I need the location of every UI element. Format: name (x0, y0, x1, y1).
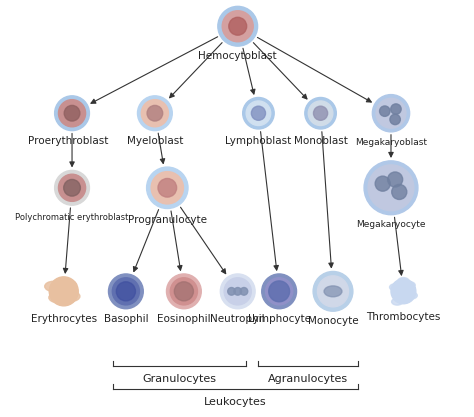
Ellipse shape (392, 298, 403, 305)
Text: Myeloblast: Myeloblast (127, 136, 183, 146)
Circle shape (146, 167, 188, 208)
Text: Leukocytes: Leukocytes (204, 397, 267, 407)
Circle shape (174, 282, 193, 301)
Circle shape (251, 106, 265, 121)
Text: Basophil: Basophil (104, 314, 148, 324)
Circle shape (166, 274, 201, 309)
Circle shape (137, 96, 172, 131)
Text: Agranulocytes: Agranulocytes (268, 374, 348, 384)
Ellipse shape (398, 278, 409, 284)
Ellipse shape (404, 282, 415, 289)
Circle shape (224, 278, 251, 305)
Ellipse shape (45, 281, 62, 291)
Circle shape (243, 98, 274, 129)
Circle shape (151, 172, 183, 204)
Ellipse shape (396, 294, 407, 301)
Circle shape (58, 100, 86, 127)
Ellipse shape (49, 292, 66, 303)
Text: Proerythroblast: Proerythroblast (27, 136, 108, 146)
Circle shape (376, 98, 406, 128)
Circle shape (55, 171, 90, 205)
Text: Lymphocyte: Lymphocyte (247, 314, 310, 324)
Circle shape (141, 100, 168, 127)
Circle shape (58, 174, 86, 201)
Circle shape (313, 271, 353, 311)
Text: Monoblast: Monoblast (293, 136, 347, 146)
Text: Megakaryoblast: Megakaryoblast (355, 138, 427, 147)
Circle shape (64, 106, 80, 121)
Ellipse shape (63, 291, 80, 301)
Circle shape (269, 281, 290, 302)
Text: Erythrocytes: Erythrocytes (31, 314, 97, 324)
Circle shape (391, 104, 401, 114)
Circle shape (170, 278, 198, 305)
Circle shape (109, 274, 143, 309)
Circle shape (49, 277, 78, 306)
Circle shape (116, 282, 136, 301)
Ellipse shape (59, 280, 77, 290)
Circle shape (262, 274, 297, 309)
Circle shape (364, 161, 418, 215)
Circle shape (313, 106, 328, 121)
Circle shape (308, 101, 333, 126)
Text: Hemocytoblast: Hemocytoblast (199, 51, 277, 61)
Circle shape (390, 114, 401, 125)
Text: Monocyte: Monocyte (308, 316, 358, 326)
Circle shape (392, 184, 407, 199)
Circle shape (318, 276, 348, 307)
Circle shape (240, 287, 248, 295)
Ellipse shape (406, 292, 417, 299)
Circle shape (228, 287, 235, 295)
Circle shape (158, 178, 177, 197)
Circle shape (147, 106, 163, 121)
Text: Eosinophil: Eosinophil (157, 314, 210, 324)
Circle shape (218, 6, 257, 46)
Circle shape (388, 172, 403, 187)
Circle shape (220, 274, 255, 309)
Text: Neutrophil: Neutrophil (210, 314, 265, 324)
Circle shape (222, 11, 253, 42)
Circle shape (229, 17, 246, 35)
Circle shape (234, 287, 242, 295)
Circle shape (373, 95, 410, 132)
Circle shape (246, 101, 271, 126)
Circle shape (391, 279, 416, 304)
Circle shape (112, 278, 139, 305)
Text: Granulocytes: Granulocytes (143, 374, 217, 384)
Circle shape (368, 165, 414, 211)
Ellipse shape (53, 286, 70, 296)
Circle shape (305, 98, 337, 129)
Text: Megakaryocyte: Megakaryocyte (356, 220, 426, 229)
Text: Lymphoblast: Lymphoblast (225, 136, 292, 146)
Circle shape (64, 179, 81, 196)
Circle shape (265, 278, 293, 305)
Text: Progranulocyte: Progranulocyte (128, 215, 207, 225)
Ellipse shape (390, 284, 401, 291)
Text: Polychromatic erythroblast: Polychromatic erythroblast (15, 213, 129, 222)
Circle shape (375, 176, 390, 191)
Text: Thrombocytes: Thrombocytes (366, 312, 441, 322)
Circle shape (380, 106, 390, 116)
Ellipse shape (324, 286, 342, 297)
Circle shape (55, 96, 90, 131)
